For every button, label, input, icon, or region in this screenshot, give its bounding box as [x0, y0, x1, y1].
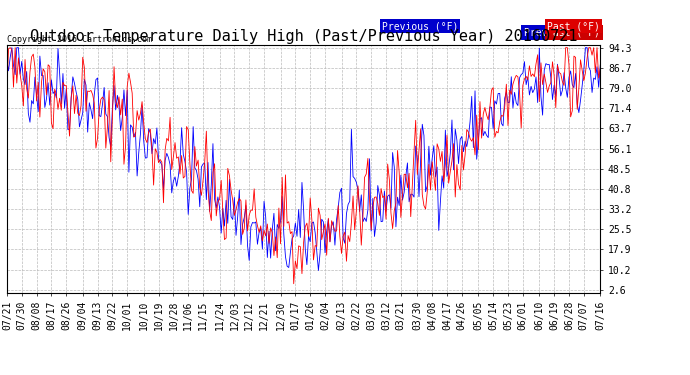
Previous (°F): [377, 219, 385, 224]
Past (°F): [596, 66, 604, 70]
Line: Past (°F): Past (°F): [7, 48, 600, 284]
Previous (°F): [315, 268, 323, 273]
Previous (°F): [344, 202, 353, 207]
Text: Past (°F): Past (°F): [547, 28, 600, 38]
Text: Copyright 2016 Cartronics.com: Copyright 2016 Cartronics.com: [7, 35, 152, 44]
Previous (°F): [596, 63, 604, 67]
Previous (°F): [21, 82, 29, 87]
Previous (°F): [115, 103, 123, 108]
Past (°F): [290, 282, 298, 286]
Past (°F): [527, 74, 535, 79]
Text: Previous (°F): Previous (°F): [524, 28, 600, 38]
Past (°F): [115, 94, 123, 99]
Title: Outdoor Temperature Daily High (Past/Previous Year) 20160721: Outdoor Temperature Daily High (Past/Pre…: [30, 29, 578, 44]
Previous (°F): [527, 84, 535, 88]
Text: Past (°F): Past (°F): [547, 21, 600, 32]
Past (°F): [3, 87, 11, 91]
Past (°F): [377, 186, 385, 191]
Previous (°F): [8, 45, 16, 50]
Line: Previous (°F): Previous (°F): [7, 48, 600, 270]
Previous (°F): [3, 58, 11, 63]
Text: Previous (°F): Previous (°F): [382, 21, 458, 32]
Past (°F): [6, 45, 14, 50]
Past (°F): [344, 233, 353, 238]
Past (°F): [364, 156, 372, 160]
Past (°F): [21, 57, 29, 62]
Previous (°F): [364, 208, 372, 212]
